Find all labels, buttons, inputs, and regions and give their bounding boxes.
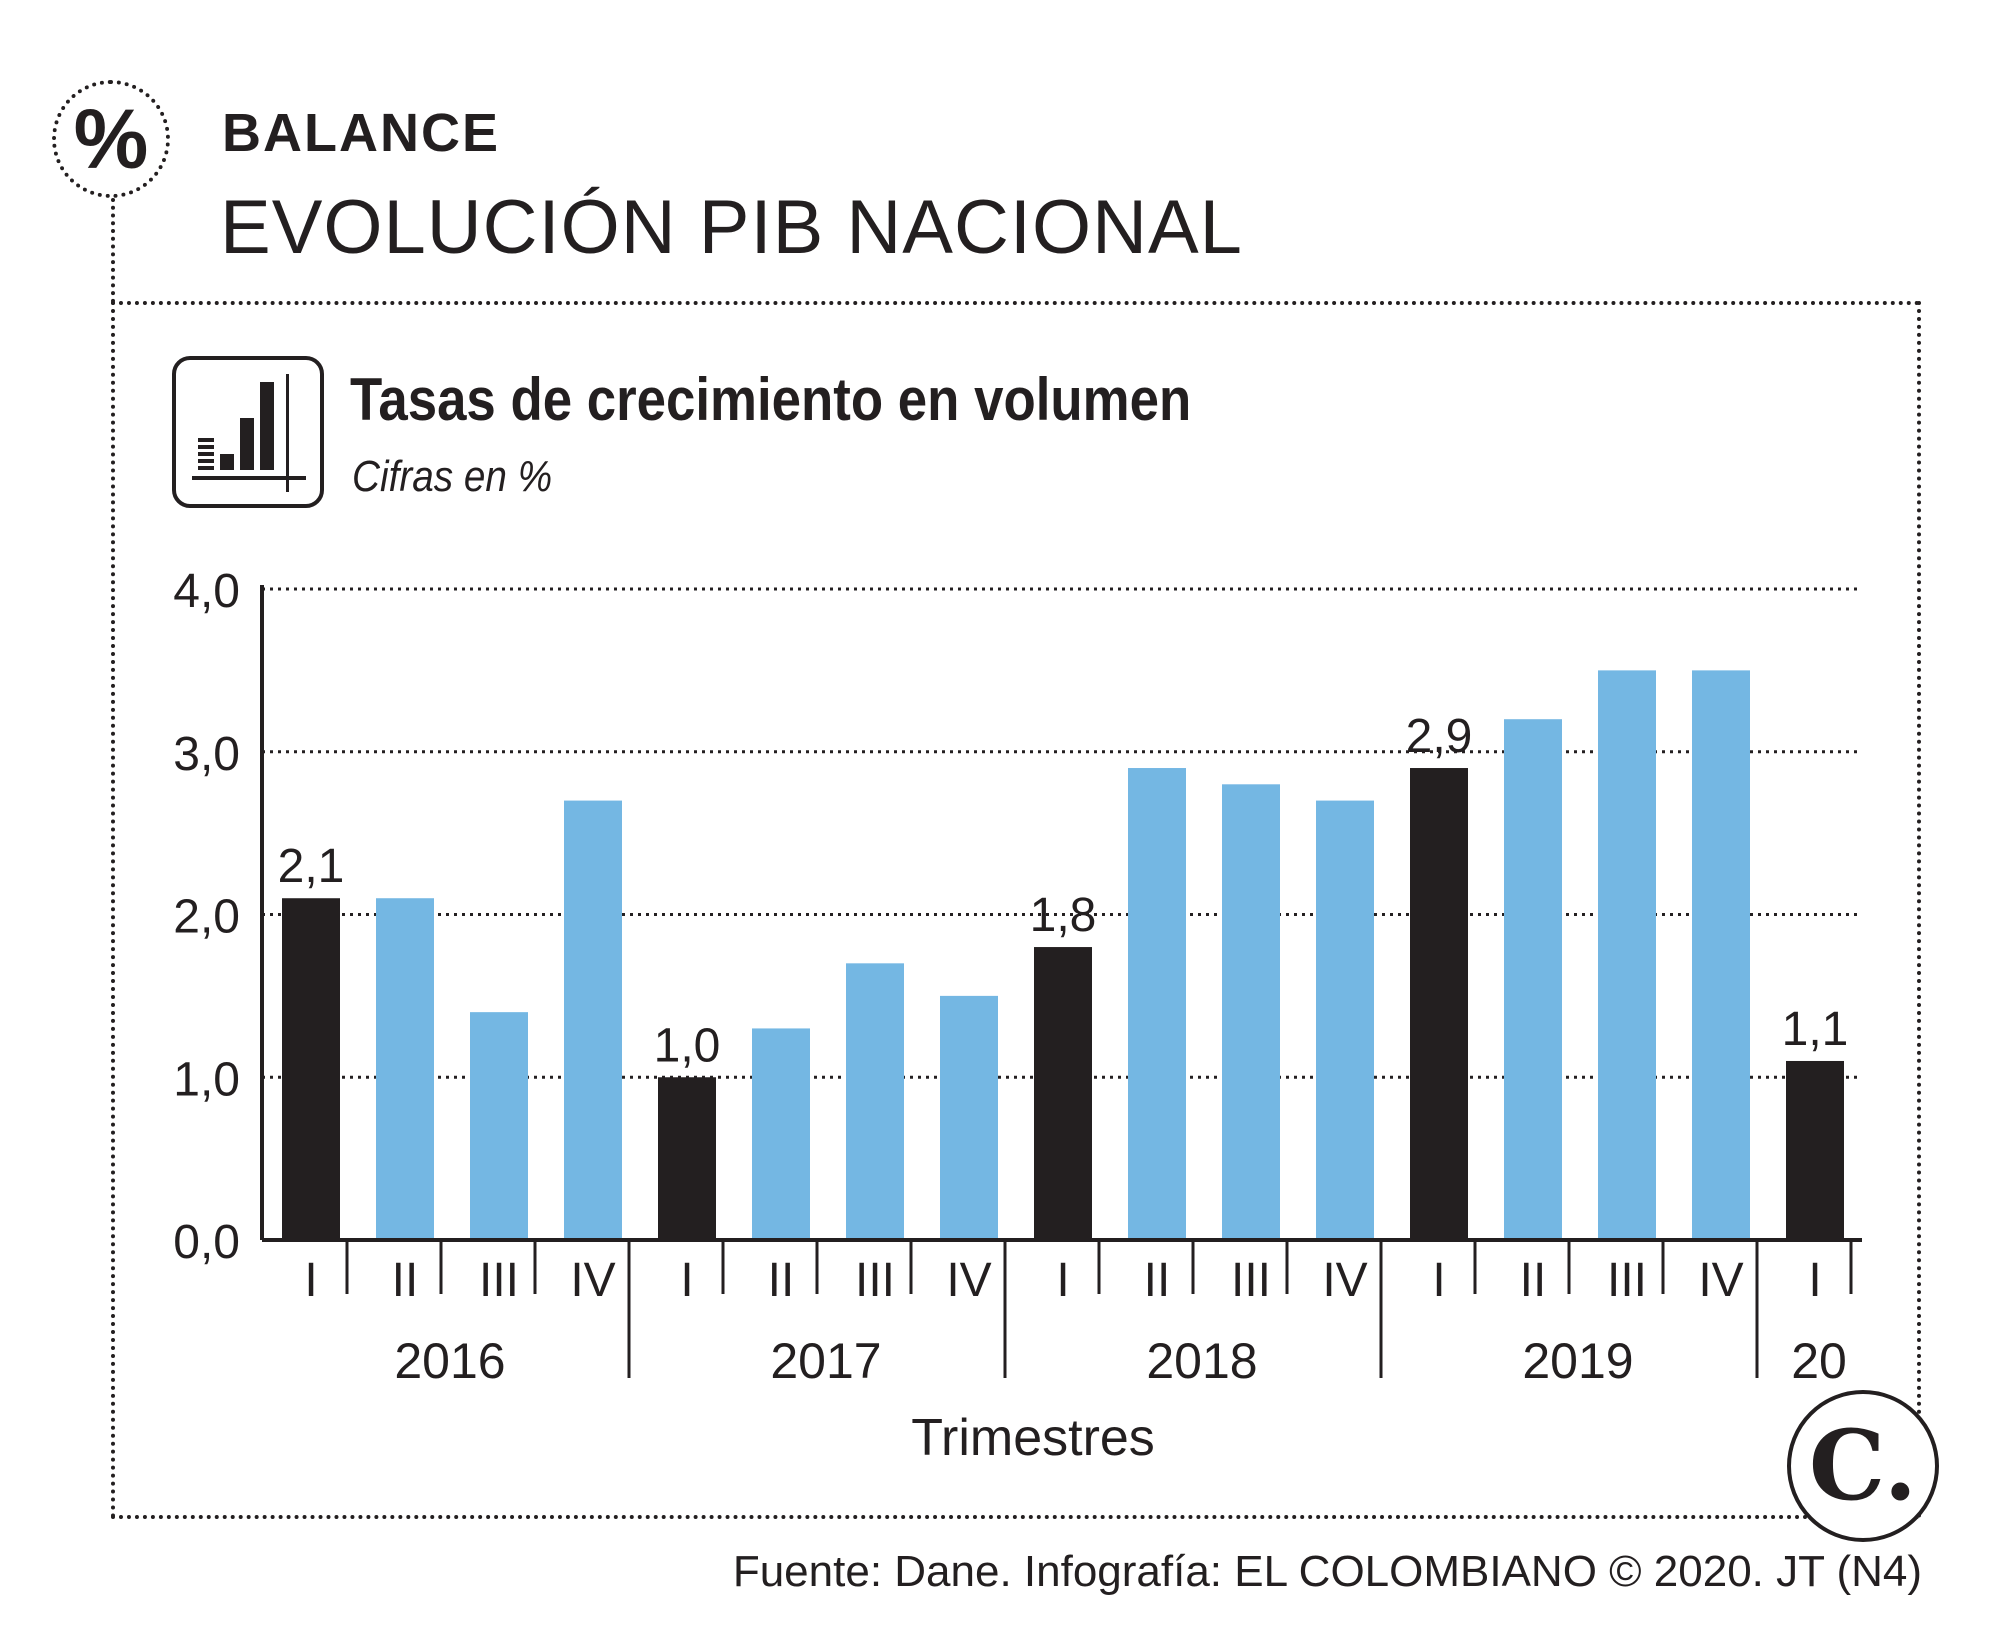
bar	[1598, 670, 1656, 1240]
y-tick-label: 0,0	[173, 1216, 240, 1269]
bar	[752, 1028, 810, 1240]
logo-text: C.	[1808, 1409, 1918, 1522]
year-label: 2018	[1146, 1333, 1257, 1389]
quarter-label: III	[1231, 1254, 1271, 1307]
quarter-label: II	[1144, 1254, 1171, 1307]
quarter-label: IV	[946, 1254, 991, 1307]
bar	[1504, 719, 1562, 1240]
value-label: 2,1	[278, 840, 345, 893]
quarter-label: I	[1056, 1254, 1069, 1307]
chart-subtitle: Cifras en %	[352, 452, 553, 501]
bar	[658, 1077, 716, 1240]
quarter-label: IV	[1322, 1254, 1367, 1307]
bar	[376, 898, 434, 1240]
bar	[1316, 800, 1374, 1240]
y-tick-label: 1,0	[173, 1053, 240, 1106]
quarter-label: I	[1432, 1254, 1445, 1307]
value-label: 2,9	[1406, 710, 1473, 763]
quarter-label: II	[392, 1254, 419, 1307]
quarter-label: III	[855, 1254, 895, 1307]
quarter-label: III	[1607, 1254, 1647, 1307]
percent-symbol: %	[73, 92, 149, 186]
y-tick-label: 2,0	[173, 891, 240, 944]
quarter-label: IV	[1698, 1254, 1743, 1307]
y-tick-label: 4,0	[173, 565, 240, 618]
percent-icon: %	[52, 80, 170, 198]
bar	[1034, 947, 1092, 1240]
quarter-label: III	[479, 1254, 519, 1307]
quarter-label: II	[768, 1254, 795, 1307]
chart-frame	[111, 301, 1921, 1519]
bar	[1128, 768, 1186, 1240]
source-credit: Fuente: Dane. Infografía: EL COLOMBIANO …	[732, 1547, 1922, 1596]
year-label: 2017	[770, 1333, 881, 1389]
bar	[1692, 670, 1750, 1240]
year-label: 20	[1791, 1333, 1847, 1389]
quarter-label: I	[1808, 1254, 1821, 1307]
quarter-label: IV	[570, 1254, 615, 1307]
quarter-label: I	[304, 1254, 317, 1307]
quarter-label: II	[1520, 1254, 1547, 1307]
quarter-label: I	[680, 1254, 693, 1307]
bar	[1222, 784, 1280, 1240]
chart-title: Tasas de crecimiento en volumen	[350, 366, 1192, 433]
bar-chart-icon	[172, 356, 324, 508]
value-label: 1,8	[1030, 889, 1097, 942]
x-axis-title: Trimestres	[911, 1409, 1155, 1467]
year-label: 2016	[394, 1333, 505, 1389]
bar	[1410, 768, 1468, 1240]
section-label: BALANCE	[222, 103, 500, 163]
dotted-connector	[111, 198, 115, 303]
y-tick-label: 3,0	[173, 728, 240, 781]
bar	[940, 995, 998, 1240]
value-label: 1,0	[654, 1019, 721, 1072]
bar	[1786, 1060, 1844, 1240]
bar	[564, 800, 622, 1240]
el-colombiano-logo: C.	[1787, 1390, 1939, 1542]
value-label: 1,1	[1782, 1003, 1849, 1056]
bar	[282, 898, 340, 1240]
bar	[470, 1012, 528, 1240]
bar	[846, 963, 904, 1240]
year-label: 2019	[1522, 1333, 1633, 1389]
page-title: EVOLUCIÓN PIB NACIONAL	[220, 185, 1243, 270]
